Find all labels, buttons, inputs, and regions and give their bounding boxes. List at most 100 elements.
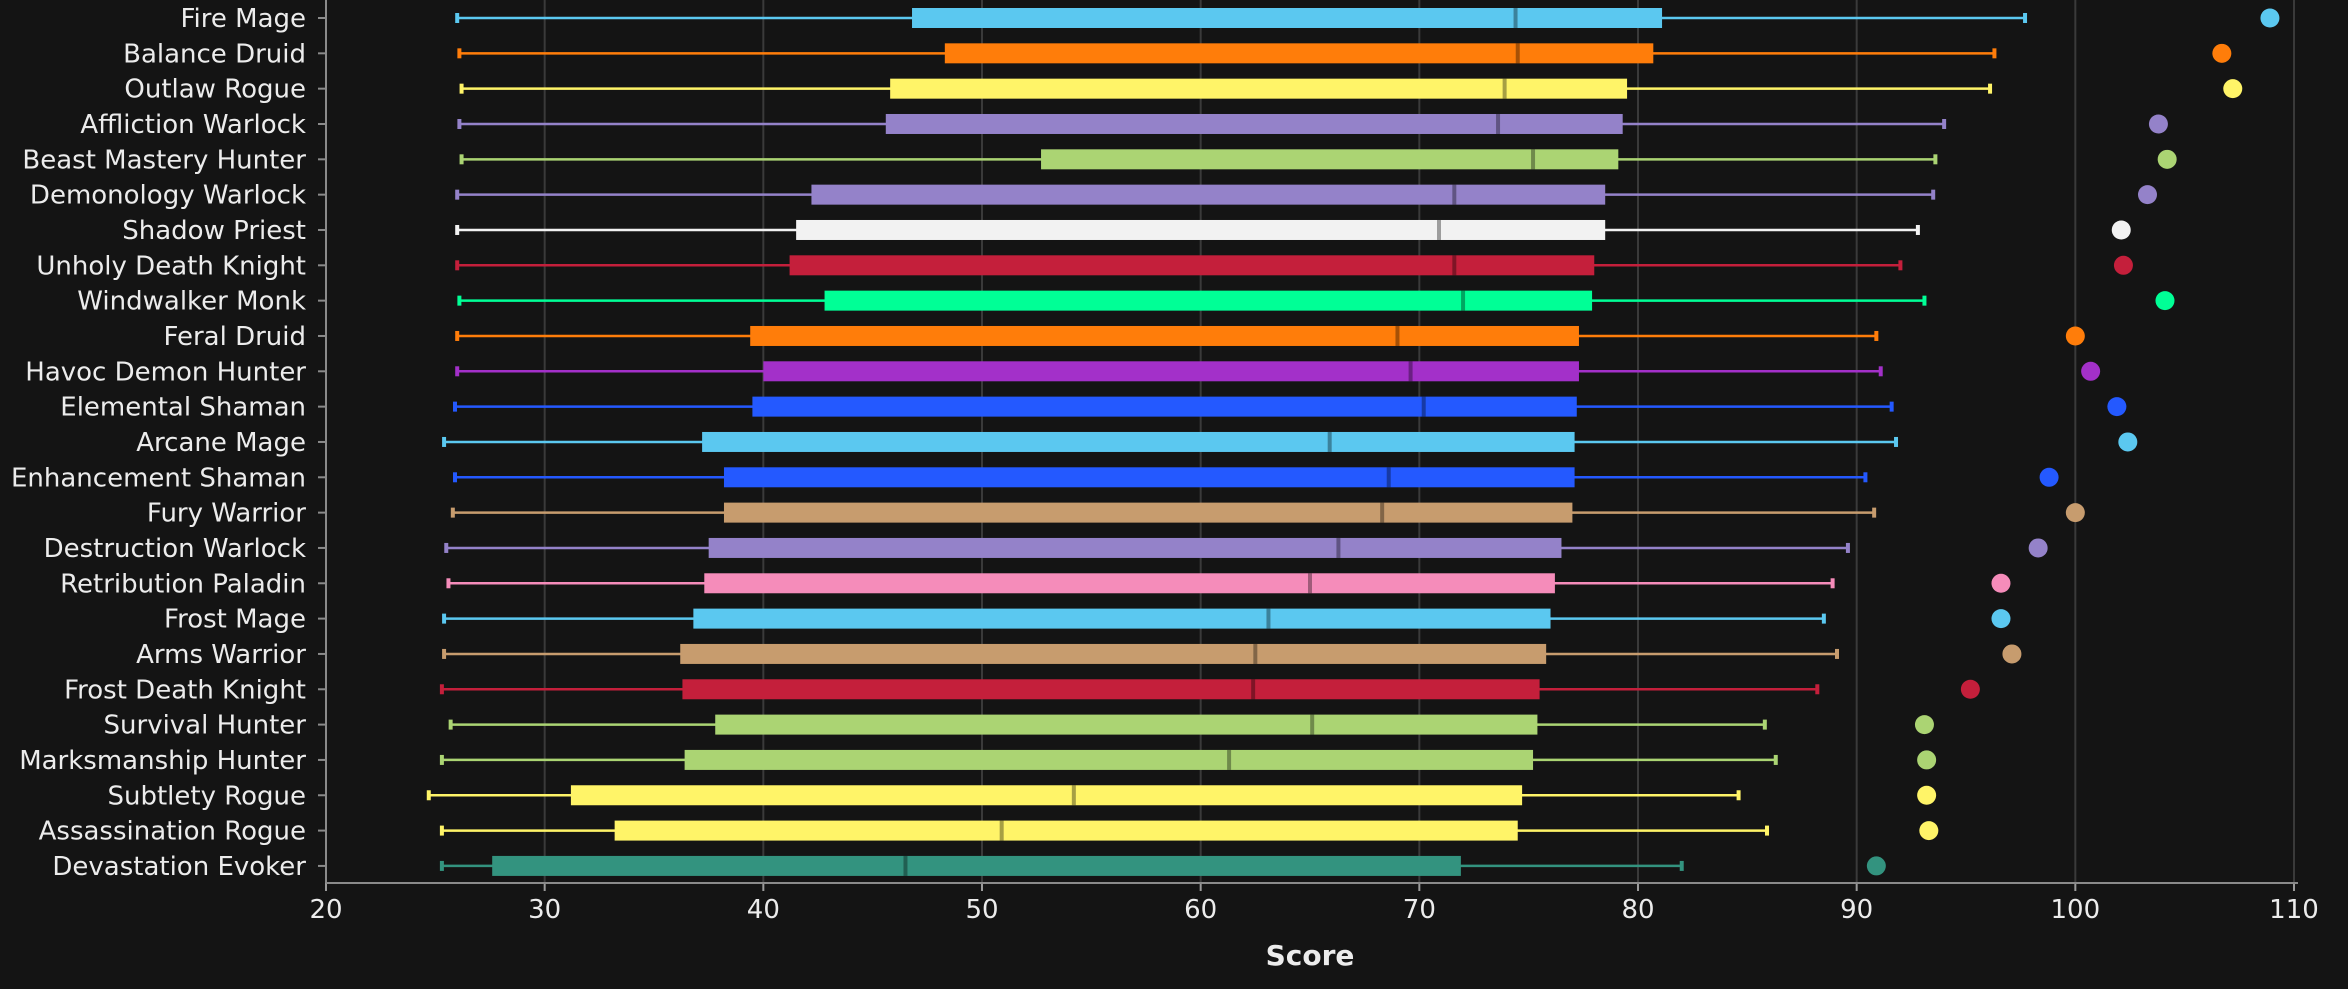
- max-point: [2065, 503, 2085, 523]
- iqr-box: [796, 219, 1606, 240]
- iqr-box: [702, 431, 1575, 452]
- box-row: Frost Mage: [164, 605, 2011, 635]
- box-row: Unholy Death Knight: [36, 251, 2133, 281]
- iqr-box: [763, 361, 1579, 382]
- iqr-box: [1041, 149, 1619, 170]
- max-point: [2137, 185, 2157, 205]
- iqr-box: [890, 78, 1628, 99]
- iqr-box: [944, 43, 1654, 64]
- box-row: Subtlety Rogue: [107, 781, 1937, 811]
- box-row: Demonology Warlock: [30, 181, 2157, 211]
- iqr-box: [614, 820, 1518, 841]
- box-row: Havoc Demon Hunter: [25, 357, 2101, 387]
- x-tick-label: 70: [1403, 895, 1436, 925]
- box-row: Arcane Mage: [136, 428, 2138, 458]
- category-label: Shadow Priest: [122, 216, 306, 246]
- category-label: Fire Mage: [180, 4, 306, 34]
- box-row: Affliction Warlock: [80, 110, 2168, 140]
- iqr-box: [680, 643, 1547, 664]
- category-label: Frost Death Knight: [64, 675, 306, 705]
- box-row: Shadow Priest: [122, 216, 2131, 246]
- category-label: Elemental Shaman: [60, 393, 306, 423]
- max-point: [1991, 609, 2011, 629]
- max-point: [2118, 432, 2138, 452]
- x-tick-label: 50: [965, 895, 998, 925]
- x-axis-title: Score: [1266, 939, 1355, 972]
- box-row: Frost Death Knight: [64, 675, 1980, 705]
- x-tick-label: 30: [528, 895, 561, 925]
- x-tick-label: 110: [2269, 895, 2319, 925]
- max-point: [2081, 361, 2101, 381]
- box-row: Beast Mastery Hunter: [22, 145, 2177, 175]
- box-row: Fury Warrior: [147, 499, 2085, 529]
- x-tick-label: 20: [309, 895, 342, 925]
- x-tick-label: 40: [747, 895, 780, 925]
- box-row: Marksmanship Hunter: [19, 746, 1937, 776]
- category-label: Feral Druid: [163, 322, 306, 352]
- plot-area: Fire Mage Balance Druid Outlaw Rogue Afflic…: [11, 4, 2280, 882]
- category-label: Arcane Mage: [136, 428, 306, 458]
- box-row: Arms Warrior: [136, 640, 2022, 670]
- max-point: [2157, 149, 2177, 169]
- category-label: Fury Warrior: [147, 499, 306, 529]
- category-label: Arms Warrior: [136, 640, 306, 670]
- category-label: Enhancement Shaman: [11, 463, 306, 493]
- max-point: [2148, 114, 2168, 134]
- box-row: Destruction Warlock: [44, 534, 2048, 564]
- max-point: [1914, 715, 1934, 735]
- category-label: Demonology Warlock: [30, 181, 306, 211]
- category-label: Outlaw Rogue: [124, 75, 306, 105]
- max-point: [2113, 255, 2133, 275]
- box-row: Fire Mage: [180, 4, 2280, 34]
- iqr-box: [752, 396, 1577, 417]
- category-label: Retribution Paladin: [60, 569, 306, 599]
- category-label: Destruction Warlock: [44, 534, 306, 564]
- category-label: Assassination Rogue: [39, 817, 306, 847]
- max-point: [2212, 43, 2232, 63]
- iqr-box: [750, 325, 1579, 346]
- max-point: [2107, 397, 2127, 417]
- x-tick-label: 60: [1184, 895, 1217, 925]
- max-point: [1917, 750, 1937, 770]
- box-row: Windwalker Monk: [77, 287, 2175, 317]
- iqr-box: [684, 749, 1534, 770]
- iqr-box: [704, 573, 1555, 594]
- box-row: Outlaw Rogue: [124, 75, 2243, 105]
- box-row: Assassination Rogue: [39, 817, 1939, 847]
- box-row: Retribution Paladin: [60, 569, 2011, 599]
- box-row: Survival Hunter: [104, 711, 1934, 741]
- iqr-box: [912, 8, 1663, 28]
- max-point: [1917, 785, 1937, 805]
- category-label: Balance Druid: [123, 39, 306, 69]
- box-row: Feral Druid: [163, 322, 2085, 352]
- max-point: [2028, 538, 2048, 558]
- iqr-box: [693, 608, 1551, 629]
- iqr-box: [492, 855, 1461, 876]
- iqr-box: [723, 467, 1575, 488]
- iqr-box: [708, 537, 1562, 558]
- category-label: Subtlety Rogue: [107, 781, 306, 811]
- box-row: Devastation Evoker: [52, 852, 1886, 882]
- max-point: [2002, 644, 2022, 664]
- max-point: [2065, 326, 2085, 346]
- category-label: Havoc Demon Hunter: [25, 357, 306, 387]
- iqr-box: [715, 714, 1538, 735]
- x-tick-label: 90: [1840, 895, 1873, 925]
- category-label: Devastation Evoker: [52, 852, 306, 882]
- iqr-box: [723, 502, 1573, 523]
- max-point: [1991, 573, 2011, 593]
- category-label: Marksmanship Hunter: [19, 746, 306, 776]
- box-row: Balance Druid: [123, 39, 2232, 69]
- category-label: Beast Mastery Hunter: [22, 145, 306, 175]
- iqr-box: [824, 290, 1593, 311]
- x-tick-label: 100: [2051, 895, 2101, 925]
- max-point: [2223, 79, 2243, 99]
- box-row: Elemental Shaman: [60, 393, 2127, 423]
- category-label: Frost Mage: [164, 605, 306, 635]
- x-tick-label: 80: [1621, 895, 1654, 925]
- iqr-box: [885, 113, 1623, 134]
- iqr-box: [570, 785, 1523, 806]
- iqr-box: [682, 679, 1540, 700]
- iqr-box: [811, 184, 1606, 205]
